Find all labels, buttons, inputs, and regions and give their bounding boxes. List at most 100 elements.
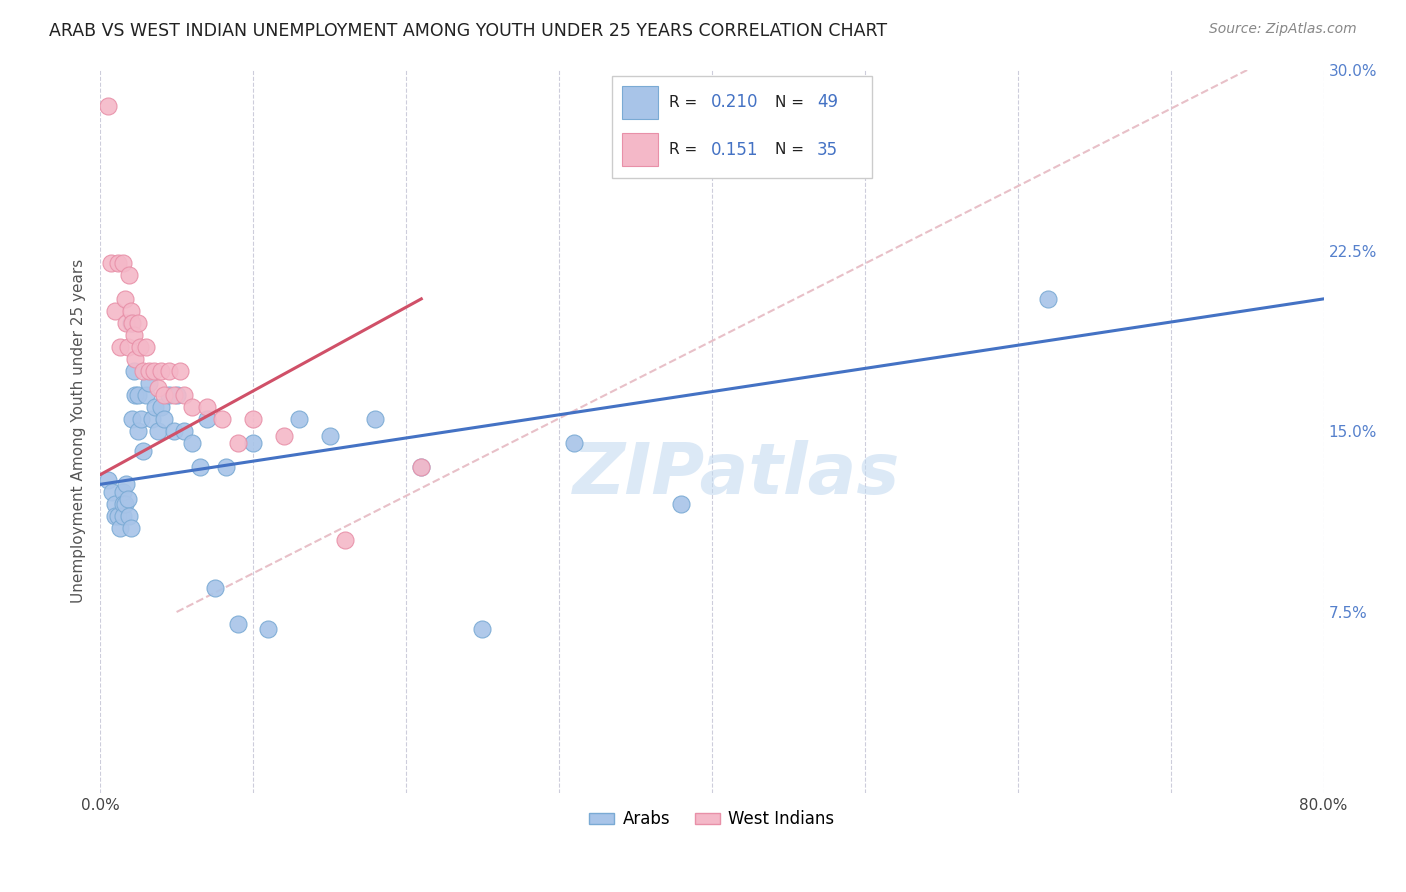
Point — [273, 429, 295, 443]
Point — [135, 388, 157, 402]
Point — [127, 316, 149, 330]
Point — [127, 388, 149, 402]
Point — [97, 99, 120, 113]
Point — [226, 436, 249, 450]
Point — [112, 256, 135, 270]
Point — [112, 484, 135, 499]
Point — [411, 460, 433, 475]
Text: N =: N = — [776, 95, 810, 110]
Point — [115, 477, 138, 491]
FancyBboxPatch shape — [612, 76, 872, 178]
Point — [141, 412, 163, 426]
Point — [318, 429, 340, 443]
Point — [101, 484, 124, 499]
Point — [143, 401, 166, 415]
Point — [364, 412, 387, 426]
Point — [138, 376, 160, 391]
Point — [671, 497, 693, 511]
Point — [104, 508, 127, 523]
Point — [333, 533, 356, 547]
Point — [122, 328, 145, 343]
Y-axis label: Unemployment Among Youth under 25 years: Unemployment Among Youth under 25 years — [72, 260, 86, 604]
Point — [173, 388, 195, 402]
Text: 0.210: 0.210 — [710, 94, 758, 112]
Point — [157, 388, 180, 402]
Text: ZIPatlas: ZIPatlas — [572, 441, 900, 509]
Text: 49: 49 — [817, 94, 838, 112]
Point — [121, 412, 143, 426]
Text: ARAB VS WEST INDIAN UNEMPLOYMENT AMONG YOUTH UNDER 25 YEARS CORRELATION CHART: ARAB VS WEST INDIAN UNEMPLOYMENT AMONG Y… — [49, 22, 887, 40]
Point — [173, 425, 195, 439]
Point — [150, 364, 173, 378]
Point — [104, 304, 127, 318]
Point — [132, 364, 155, 378]
Point — [118, 268, 141, 282]
Text: R =: R = — [669, 142, 702, 157]
Point — [195, 412, 218, 426]
Point — [180, 401, 202, 415]
Point — [107, 508, 129, 523]
Point — [242, 412, 264, 426]
Point — [120, 316, 142, 330]
FancyBboxPatch shape — [621, 87, 658, 119]
Legend: Arabs, West Indians: Arabs, West Indians — [582, 804, 841, 835]
Point — [169, 364, 191, 378]
Point — [214, 460, 236, 475]
Point — [1038, 292, 1060, 306]
Point — [138, 364, 160, 378]
Point — [114, 292, 136, 306]
Point — [115, 316, 138, 330]
Point — [124, 388, 146, 402]
Point — [166, 388, 188, 402]
Point — [104, 497, 127, 511]
Point — [242, 436, 264, 450]
Point — [117, 491, 139, 506]
Point — [411, 460, 433, 475]
Point — [148, 425, 170, 439]
Point — [120, 521, 142, 535]
Text: 0.151: 0.151 — [710, 141, 758, 159]
Point — [162, 425, 184, 439]
Point — [135, 340, 157, 354]
Point — [157, 364, 180, 378]
Point — [108, 340, 131, 354]
Point — [257, 622, 280, 636]
FancyBboxPatch shape — [621, 133, 658, 166]
Point — [180, 436, 202, 450]
Text: R =: R = — [669, 95, 702, 110]
Point — [107, 256, 129, 270]
Point — [124, 352, 146, 367]
Point — [120, 304, 142, 318]
Point — [114, 497, 136, 511]
Point — [150, 401, 173, 415]
Point — [117, 340, 139, 354]
Point — [288, 412, 311, 426]
Point — [108, 521, 131, 535]
Point — [100, 256, 122, 270]
Point — [121, 316, 143, 330]
Point — [562, 436, 585, 450]
Point — [122, 364, 145, 378]
Point — [471, 622, 494, 636]
Point — [148, 381, 170, 395]
Point — [132, 443, 155, 458]
Point — [204, 581, 226, 595]
Point — [127, 425, 149, 439]
Point — [131, 412, 153, 426]
Point — [195, 401, 218, 415]
Point — [226, 617, 249, 632]
Point — [128, 340, 150, 354]
Point — [153, 412, 176, 426]
Point — [112, 508, 135, 523]
Point — [162, 388, 184, 402]
Point — [142, 364, 165, 378]
Text: Source: ZipAtlas.com: Source: ZipAtlas.com — [1209, 22, 1357, 37]
Point — [153, 388, 176, 402]
Point — [188, 460, 211, 475]
Text: N =: N = — [776, 142, 810, 157]
Point — [118, 508, 141, 523]
Point — [97, 473, 120, 487]
Text: 35: 35 — [817, 141, 838, 159]
Point — [112, 497, 135, 511]
Point — [211, 412, 233, 426]
